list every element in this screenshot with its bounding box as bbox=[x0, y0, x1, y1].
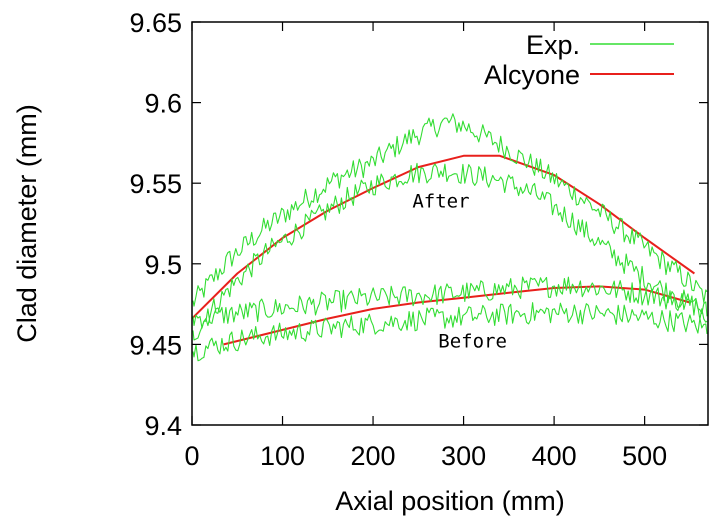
x-tick-label: 200 bbox=[351, 441, 396, 471]
series-exp-after-upper bbox=[192, 113, 708, 307]
x-tick-label: 0 bbox=[184, 441, 199, 471]
annotation-before: Before bbox=[438, 331, 507, 353]
x-tick-label: 500 bbox=[622, 441, 667, 471]
series-exp-after-lower bbox=[192, 162, 708, 341]
series-exp-before-upper bbox=[192, 276, 708, 329]
y-tick-label: 9.55 bbox=[129, 169, 182, 199]
series-layer bbox=[191, 113, 708, 362]
plot-frame bbox=[191, 21, 709, 426]
legend-label-alcyone: Alcyone bbox=[484, 60, 580, 90]
annotation-after: After bbox=[412, 190, 469, 212]
y-axis-label: Clad diameter (mm) bbox=[12, 104, 42, 343]
series-exp-before-lower bbox=[192, 302, 708, 362]
legend: Exp. Alcyone bbox=[484, 30, 674, 90]
x-tick-label: 100 bbox=[260, 441, 305, 471]
x-tick-label: 400 bbox=[532, 441, 577, 471]
ticks-layer: 0 100 200 300 400 500 9.4 9.45 9.5 9.55 9.6 9.65 bbox=[129, 8, 708, 471]
y-tick-label: 9.65 bbox=[129, 8, 182, 38]
y-tick-label: 9.4 bbox=[144, 411, 182, 441]
y-tick-label: 9.5 bbox=[144, 250, 182, 280]
y-tick-label: 9.6 bbox=[144, 89, 182, 119]
y-tick-label: 9.45 bbox=[129, 330, 182, 360]
legend-label-exp: Exp. bbox=[526, 30, 580, 60]
x-axis-label: Axial position (mm) bbox=[335, 486, 565, 516]
series-alcyone-after bbox=[191, 154, 695, 320]
x-tick-label: 300 bbox=[441, 441, 486, 471]
